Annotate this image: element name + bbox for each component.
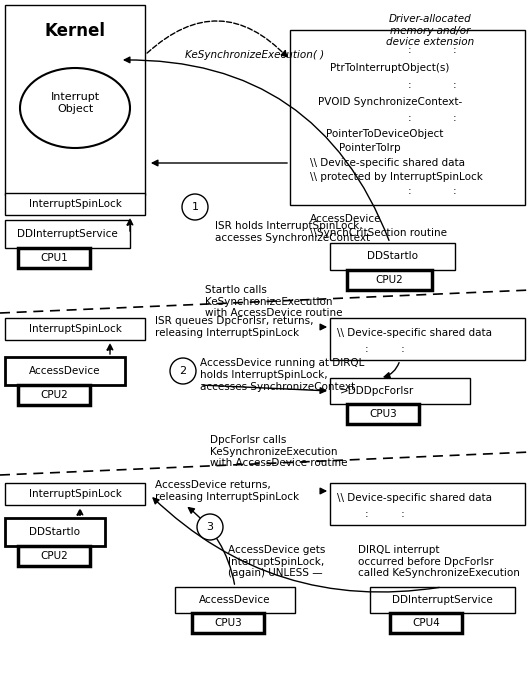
Bar: [347, 270, 432, 290]
Text: CPU3: CPU3: [369, 409, 397, 419]
Text: 3: 3: [207, 522, 213, 532]
Bar: [290, 30, 525, 205]
Text: :: :: [453, 113, 457, 123]
Text: AccessDevice returns,
releasing InterruptSpinLock: AccessDevice returns, releasing Interrup…: [155, 480, 299, 502]
Text: 2: 2: [179, 366, 186, 376]
Bar: [347, 404, 419, 424]
Text: DIRQL interrupt
occurred before DpcForIsr
called KeSynchronizeExecution: DIRQL interrupt occurred before DpcForIs…: [358, 545, 520, 579]
Text: 1: 1: [192, 202, 199, 212]
Text: ISR holds InterruptSpinLock,
accesses SynchronizeContext: ISR holds InterruptSpinLock, accesses Sy…: [215, 221, 370, 243]
Text: PointerToIrp: PointerToIrp: [339, 143, 401, 153]
Text: InterruptSpinLock: InterruptSpinLock: [29, 489, 122, 499]
Bar: [5, 220, 130, 248]
Text: Driver-allocated
memory and/or
device extension: Driver-allocated memory and/or device ex…: [386, 14, 474, 48]
Text: InterruptSpinLock: InterruptSpinLock: [29, 324, 122, 334]
Text: :          :: : :: [365, 344, 405, 354]
Text: \\ Device-specific shared data: \\ Device-specific shared data: [337, 328, 492, 338]
Text: AccessDevice running at DIRQL
holds InterruptSpinLock,
accesses SynchronizeConte: AccessDevice running at DIRQL holds Inte…: [200, 359, 364, 392]
Bar: [192, 613, 264, 633]
Bar: [5, 483, 145, 505]
Bar: [370, 587, 515, 613]
Text: Kernel: Kernel: [45, 22, 106, 40]
Bar: [5, 357, 125, 385]
Text: :: :: [408, 80, 412, 90]
Ellipse shape: [20, 68, 130, 148]
Text: InterruptSpinLock: InterruptSpinLock: [29, 199, 122, 209]
Text: CPU1: CPU1: [40, 253, 68, 263]
Bar: [5, 518, 105, 546]
Text: DDStartIo: DDStartIo: [366, 251, 417, 261]
Text: \\SynchCritSection routine: \\SynchCritSection routine: [310, 228, 447, 238]
Text: StartIo calls
KeSynchronizeExecution
with AccessDevice routine: StartIo calls KeSynchronizeExecution wit…: [205, 285, 342, 318]
Text: PtrToInterruptObject(s): PtrToInterruptObject(s): [330, 63, 450, 73]
Bar: [390, 613, 462, 633]
Bar: [330, 483, 525, 525]
Text: :          :: : :: [365, 509, 405, 519]
Text: Interrupt
Object: Interrupt Object: [50, 92, 100, 114]
Text: CPU4: CPU4: [412, 618, 440, 628]
Bar: [330, 378, 470, 404]
Text: PointerToDeviceObject: PointerToDeviceObject: [327, 129, 444, 139]
Text: :: :: [408, 186, 412, 196]
Circle shape: [182, 194, 208, 220]
Text: \\ protected by InterruptSpinLock: \\ protected by InterruptSpinLock: [310, 172, 483, 182]
Text: DpcForIsr calls
KeSynchronizeExecution
with AccessDevice routine: DpcForIsr calls KeSynchronizeExecution w…: [210, 435, 347, 469]
Circle shape: [170, 358, 196, 384]
Text: :: :: [408, 113, 412, 123]
Text: :: :: [408, 45, 412, 55]
Text: ISR queues DpcForIsr, returns,
releasing InterruptSpinLock: ISR queues DpcForIsr, returns, releasing…: [155, 316, 313, 337]
Text: CPU2: CPU2: [40, 390, 68, 400]
Text: :: :: [453, 186, 457, 196]
Text: CPU2: CPU2: [40, 551, 68, 561]
Bar: [5, 5, 145, 195]
Text: DDInterruptService: DDInterruptService: [16, 229, 117, 239]
Bar: [330, 318, 525, 360]
Text: PVOID SynchronizeContext-: PVOID SynchronizeContext-: [318, 97, 462, 107]
Bar: [175, 587, 295, 613]
Text: AccessDevice gets
InterruptSpinLock,
(again) UNLESS —: AccessDevice gets InterruptSpinLock, (ag…: [228, 545, 326, 579]
Text: AccessDevice: AccessDevice: [310, 214, 381, 224]
Text: CPU3: CPU3: [214, 618, 242, 628]
Text: \\ Device-specific shared data: \\ Device-specific shared data: [310, 158, 465, 168]
Bar: [5, 193, 145, 215]
Text: DDStartIo: DDStartIo: [30, 527, 81, 537]
Text: CPU2: CPU2: [375, 275, 403, 285]
Text: KeSynchronizeExecution( ): KeSynchronizeExecution( ): [185, 50, 324, 60]
Text: DDInterruptService: DDInterruptService: [392, 595, 492, 605]
Bar: [330, 243, 455, 270]
Bar: [18, 546, 90, 566]
Bar: [18, 385, 90, 405]
Text: :: :: [453, 45, 457, 55]
Circle shape: [197, 514, 223, 540]
Text: :: :: [453, 80, 457, 90]
Bar: [18, 248, 90, 268]
Bar: [5, 318, 145, 340]
Text: \\ Device-specific shared data: \\ Device-specific shared data: [337, 493, 492, 503]
Text: >DDDpcForIsr: >DDDpcForIsr: [340, 386, 414, 396]
Text: AccessDevice: AccessDevice: [29, 366, 101, 376]
Text: AccessDevice: AccessDevice: [199, 595, 271, 605]
